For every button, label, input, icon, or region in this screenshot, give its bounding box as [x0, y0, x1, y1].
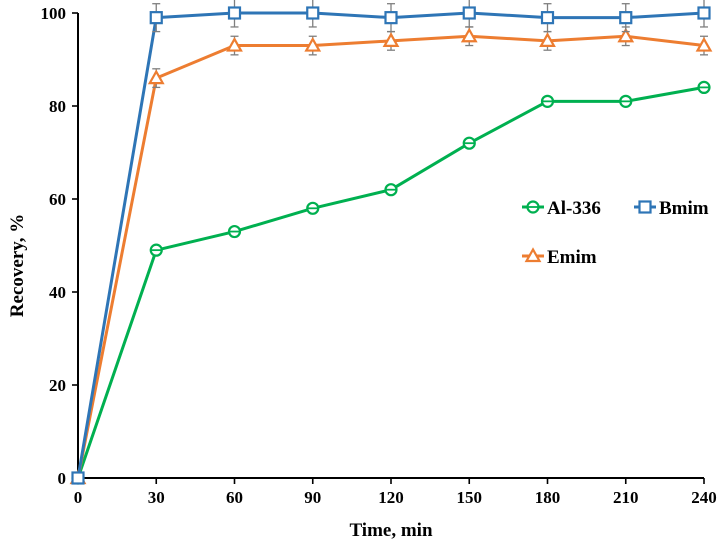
- series-bmim: [71, 0, 711, 485]
- data-point-al-336: [619, 94, 633, 108]
- data-point-bmim: [697, 6, 711, 20]
- series-al-336: [71, 80, 711, 485]
- legend-marker-bmim: [638, 200, 652, 214]
- y-tick-label: 0: [58, 469, 67, 488]
- series-layer: [69, 0, 713, 485]
- x-axis-title: Time, min: [349, 520, 432, 541]
- legend-item-emim: Emim: [522, 247, 597, 268]
- x-ticks: 0 30 60 90 120 150 180 210 240: [74, 478, 717, 507]
- data-point-emim: [226, 36, 243, 52]
- series-line-al-336: [76, 85, 705, 479]
- data-point-al-336: [462, 136, 476, 150]
- data-point-bmim: [540, 11, 555, 25]
- x-tick-label: 180: [535, 488, 561, 507]
- data-point-emim: [617, 27, 635, 43]
- legend-label-bmim: Bmim: [659, 198, 709, 219]
- data-point-bmim: [149, 11, 163, 25]
- legend-label-al-336: Al-336: [547, 198, 601, 219]
- data-point-bmim: [306, 6, 320, 20]
- y-ticks: 0 20 40 60 80 100: [41, 4, 78, 488]
- legend-marker-al-336: [526, 200, 540, 214]
- legend-marker-emim: [524, 247, 542, 263]
- y-tick-label: 100: [41, 4, 67, 23]
- data-point-bmim: [462, 6, 476, 20]
- legend-item-bmim: Bmim: [634, 198, 709, 219]
- legend-marker-shape: [524, 247, 542, 263]
- data-point-emim: [147, 69, 165, 85]
- data-point-emim: [539, 32, 556, 48]
- x-tick-label: 60: [226, 488, 243, 507]
- data-point-al-336: [540, 94, 555, 108]
- data-point-al-336: [149, 243, 163, 257]
- x-tick-label: 0: [74, 488, 83, 507]
- data-point-al-336: [306, 201, 320, 215]
- legend-item-al-336: Al-336: [522, 198, 601, 219]
- legend: Al-336 Bmim Emim: [522, 198, 709, 268]
- data-point-al-336: [227, 224, 242, 239]
- y-tick-label: 80: [49, 97, 66, 116]
- data-point-emim: [695, 36, 713, 52]
- data-point-bmim: [384, 11, 398, 25]
- legend-marker-shape: [526, 200, 540, 214]
- y-tick-label: 60: [49, 190, 66, 209]
- y-axis-title: Recovery, %: [7, 214, 28, 317]
- data-point-emim: [304, 36, 322, 52]
- legend-marker-shape: [638, 200, 652, 214]
- data-point-al-336: [384, 183, 398, 197]
- series-emim: [69, 26, 713, 485]
- data-point-bmim: [71, 471, 85, 485]
- x-tick-label: 210: [613, 488, 639, 507]
- data-point-bmim: [619, 11, 633, 25]
- x-tick-label: 120: [378, 488, 404, 507]
- y-tick-label: 20: [49, 376, 66, 395]
- y-tick-label: 40: [49, 283, 66, 302]
- data-point-bmim: [227, 6, 242, 20]
- data-point-al-336: [697, 80, 711, 95]
- x-tick-label: 30: [148, 488, 165, 507]
- x-tick-label: 150: [457, 488, 483, 507]
- data-point-emim: [382, 32, 400, 48]
- data-point-emim: [460, 27, 478, 43]
- legend-label-emim: Emim: [547, 247, 597, 268]
- x-tick-label: 240: [691, 488, 717, 507]
- x-tick-label: 90: [304, 488, 321, 507]
